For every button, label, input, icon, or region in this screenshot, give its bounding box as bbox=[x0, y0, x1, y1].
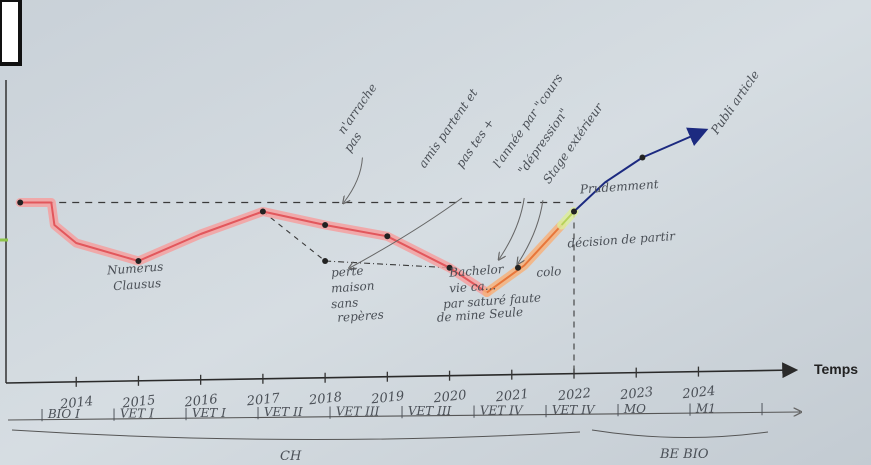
annotation-4: perte bbox=[331, 264, 364, 280]
annotation-1: Clausus bbox=[113, 276, 162, 293]
series-group bbox=[15, 127, 709, 297]
data-point-0 bbox=[17, 199, 24, 206]
x-tick-label-6: 2020 bbox=[432, 388, 467, 406]
period-label-7: | VET IV bbox=[544, 403, 596, 417]
annotation-7: repères bbox=[337, 308, 384, 325]
period-label-6: | VET IV bbox=[472, 403, 524, 417]
group-label-1: BE BIO bbox=[659, 447, 709, 462]
x-tick-label-1: 2015 bbox=[121, 393, 156, 411]
x-tick-label-0: 2014 bbox=[58, 394, 93, 412]
series-line-2 bbox=[560, 210, 575, 226]
x-tick-label-3: 2017 bbox=[245, 391, 281, 410]
annotation-arrow-0 bbox=[344, 157, 363, 203]
period-label-9: | M1 bbox=[688, 402, 716, 416]
periods-group: | BIO I | VET I | VET I | VET II | VET III | … bbox=[7, 401, 800, 464]
data-point-7 bbox=[571, 208, 577, 215]
period-label-10: | bbox=[760, 401, 764, 415]
x-tick-label-9: 2023 bbox=[618, 385, 653, 403]
data-point-9 bbox=[322, 258, 329, 264]
group-label-0: CH bbox=[280, 449, 302, 464]
points-group bbox=[17, 154, 646, 271]
data-point-8 bbox=[639, 154, 646, 161]
series-line-0 bbox=[20, 201, 488, 294]
period-label-2: | VET I bbox=[184, 406, 226, 420]
period-label-0: | BIO I bbox=[40, 407, 80, 421]
period-arrow bbox=[7, 412, 800, 421]
annotation-arrow-3 bbox=[518, 200, 544, 263]
x-tick-label-8: 2022 bbox=[556, 386, 591, 404]
annotation-9: vie ca... bbox=[449, 278, 497, 295]
annotation-12: colo bbox=[536, 264, 562, 280]
annotation-10: par saturé faute bbox=[443, 290, 542, 311]
x-tick-label-10: 2024 bbox=[681, 384, 716, 402]
x-tick-label-7: 2021 bbox=[494, 387, 529, 405]
x-axis-label: Temps bbox=[814, 361, 858, 377]
period-label-4: | VET III bbox=[328, 405, 380, 419]
annotation-6: sans bbox=[331, 295, 359, 311]
x-ticks-group: 2014 2015 2016 2017 2018 2019 2020 2021 2022 2023… bbox=[58, 366, 716, 413]
annotation-arrows bbox=[344, 157, 544, 268]
x-tick-label-5: 2019 bbox=[370, 389, 405, 407]
annotation-5: maison bbox=[331, 278, 375, 295]
data-point-3 bbox=[322, 222, 329, 228]
group-bracket-ch bbox=[11, 429, 581, 441]
period-label-8: | MO bbox=[616, 402, 646, 416]
annotation-arrow-2 bbox=[499, 197, 525, 259]
data-point-6 bbox=[515, 264, 521, 271]
period-label-3: | VET II bbox=[256, 405, 303, 419]
data-point-1 bbox=[135, 258, 142, 264]
corner-box bbox=[0, 0, 22, 66]
x-axis bbox=[5, 362, 799, 384]
data-point-4 bbox=[384, 233, 391, 240]
annotation-11: de mine Seule bbox=[436, 305, 523, 325]
data-point-2 bbox=[259, 208, 266, 215]
data-point-5 bbox=[446, 264, 453, 271]
annotation-arrow-1 bbox=[350, 197, 463, 268]
group-bracket-be bbox=[591, 429, 769, 439]
reference-lines bbox=[20, 201, 575, 370]
annotation-0: Numerus bbox=[106, 260, 164, 278]
period-label-5: | VET III bbox=[400, 404, 452, 418]
series-line-3 bbox=[573, 127, 709, 213]
x-tick-label-2: 2016 bbox=[183, 392, 218, 410]
period-label-1: | VET I bbox=[112, 406, 154, 420]
annotation-8: Bachelor bbox=[448, 262, 505, 280]
branch-dashed-line bbox=[262, 211, 326, 262]
annotation-19: Prudemment bbox=[578, 177, 659, 197]
x-tick-label-4: 2018 bbox=[307, 390, 342, 408]
